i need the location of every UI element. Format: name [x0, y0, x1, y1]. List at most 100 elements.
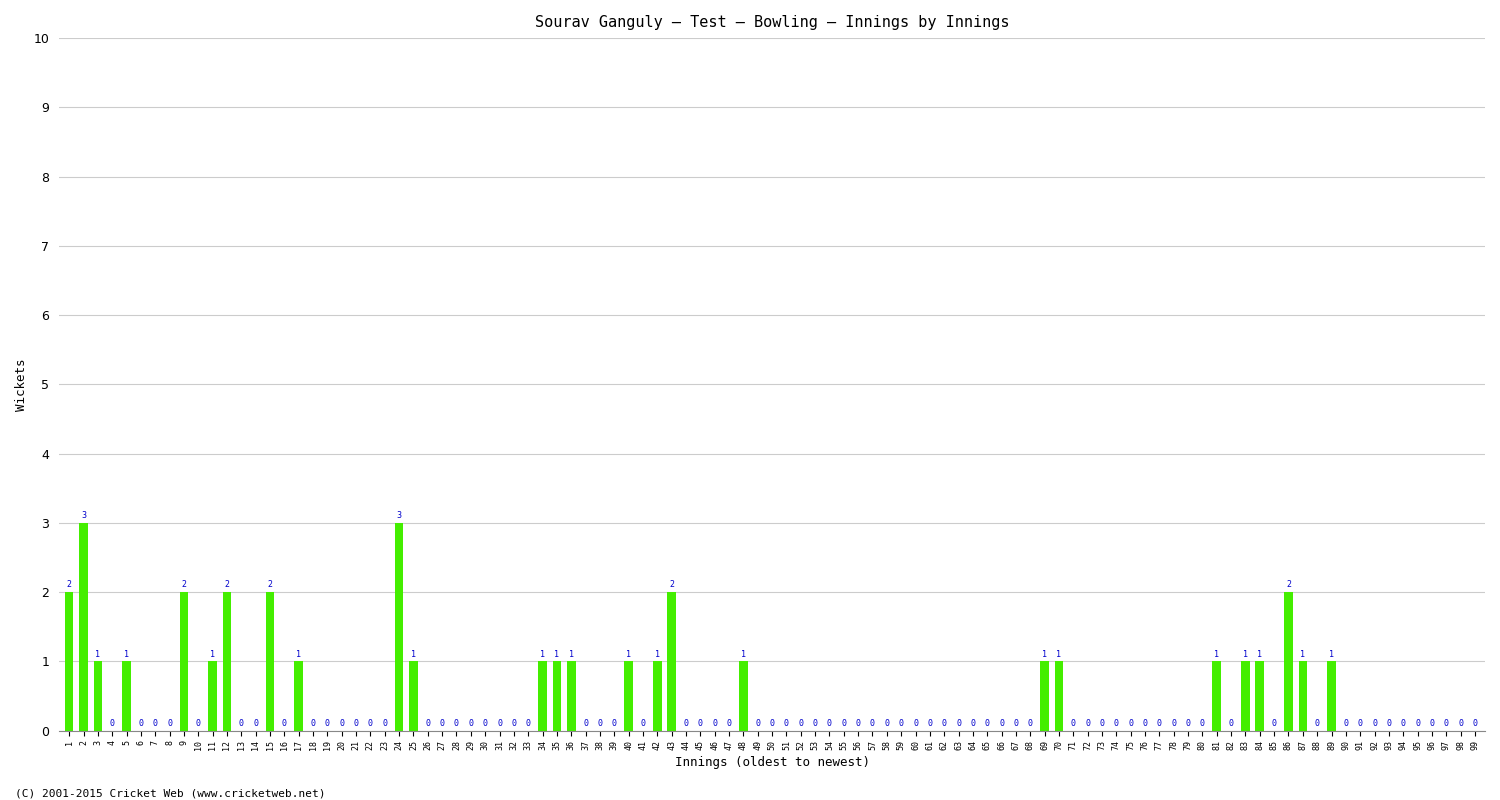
Text: 0: 0: [927, 719, 933, 728]
Bar: [209, 662, 218, 730]
Text: 0: 0: [238, 719, 244, 728]
Text: 0: 0: [1272, 719, 1276, 728]
Text: 0: 0: [698, 719, 703, 728]
Text: 1: 1: [626, 650, 632, 658]
Text: 0: 0: [110, 719, 114, 728]
Text: 0: 0: [1344, 719, 1348, 728]
Text: 3: 3: [81, 511, 86, 520]
Bar: [1041, 662, 1048, 730]
Bar: [538, 662, 548, 730]
Text: 0: 0: [970, 719, 975, 728]
Text: 0: 0: [754, 719, 760, 728]
Text: 0: 0: [956, 719, 962, 728]
Text: 0: 0: [1314, 719, 1320, 728]
Text: 0: 0: [855, 719, 861, 728]
Text: 0: 0: [1156, 719, 1162, 728]
X-axis label: Innings (oldest to newest): Innings (oldest to newest): [675, 756, 870, 769]
Text: 1: 1: [540, 650, 544, 658]
Bar: [624, 662, 633, 730]
Text: 0: 0: [726, 719, 732, 728]
Text: 0: 0: [496, 719, 502, 728]
Text: 2: 2: [182, 581, 186, 590]
Bar: [567, 662, 576, 730]
Text: 0: 0: [885, 719, 890, 728]
Bar: [222, 592, 231, 730]
Text: 2: 2: [1286, 581, 1292, 590]
Bar: [552, 662, 561, 730]
Text: 0: 0: [1414, 719, 1420, 728]
Text: 0: 0: [870, 719, 874, 728]
Text: 0: 0: [1071, 719, 1076, 728]
Text: 0: 0: [196, 719, 201, 728]
Text: 0: 0: [784, 719, 789, 728]
Text: 0: 0: [612, 719, 616, 728]
Text: 0: 0: [1100, 719, 1104, 728]
Text: 1: 1: [96, 650, 100, 658]
Bar: [1212, 662, 1221, 730]
Bar: [1284, 592, 1293, 730]
Text: 0: 0: [584, 719, 588, 728]
Bar: [410, 662, 419, 730]
Text: 1: 1: [296, 650, 302, 658]
Text: (C) 2001-2015 Cricket Web (www.cricketweb.net): (C) 2001-2015 Cricket Web (www.cricketwe…: [15, 788, 326, 798]
Text: 1: 1: [555, 650, 560, 658]
Text: 0: 0: [512, 719, 516, 728]
Text: 2: 2: [66, 581, 72, 590]
Text: 1: 1: [1257, 650, 1263, 658]
Text: 0: 0: [339, 719, 344, 728]
Bar: [394, 523, 404, 730]
Text: 1: 1: [1244, 650, 1248, 658]
Text: 0: 0: [684, 719, 688, 728]
Text: 0: 0: [898, 719, 903, 728]
Text: 0: 0: [1228, 719, 1233, 728]
Text: 0: 0: [1028, 719, 1033, 728]
Text: 0: 0: [1358, 719, 1362, 728]
Bar: [1054, 662, 1064, 730]
Text: 0: 0: [525, 719, 531, 728]
Title: Sourav Ganguly – Test – Bowling – Innings by Innings: Sourav Ganguly – Test – Bowling – Inning…: [536, 15, 1010, 30]
Text: 0: 0: [1114, 719, 1119, 728]
Text: 1: 1: [1329, 650, 1334, 658]
Text: 0: 0: [640, 719, 645, 728]
Text: 0: 0: [798, 719, 804, 728]
Bar: [1328, 662, 1336, 730]
Text: 0: 0: [440, 719, 444, 728]
Bar: [1299, 662, 1306, 730]
Text: 3: 3: [396, 511, 402, 520]
Bar: [294, 662, 303, 730]
Text: 0: 0: [1444, 719, 1449, 728]
Text: 0: 0: [1386, 719, 1392, 728]
Text: 0: 0: [813, 719, 818, 728]
Text: 0: 0: [354, 719, 358, 728]
Text: 0: 0: [770, 719, 774, 728]
Text: 1: 1: [741, 650, 746, 658]
Text: 1: 1: [210, 650, 214, 658]
Text: 0: 0: [1128, 719, 1132, 728]
Bar: [652, 662, 662, 730]
Text: 0: 0: [468, 719, 474, 728]
Text: 0: 0: [1473, 719, 1478, 728]
Bar: [266, 592, 274, 730]
Text: 0: 0: [1200, 719, 1204, 728]
Text: 0: 0: [483, 719, 488, 728]
Bar: [180, 592, 189, 730]
Text: 0: 0: [1014, 719, 1019, 728]
Text: 2: 2: [225, 581, 230, 590]
Bar: [80, 523, 88, 730]
Bar: [64, 592, 74, 730]
Text: 0: 0: [597, 719, 603, 728]
Text: 0: 0: [138, 719, 144, 728]
Text: 0: 0: [166, 719, 172, 728]
Text: 0: 0: [827, 719, 833, 728]
Text: 0: 0: [310, 719, 315, 728]
Bar: [740, 662, 747, 730]
Bar: [668, 592, 676, 730]
Text: 0: 0: [254, 719, 258, 728]
Bar: [1256, 662, 1264, 730]
Text: 1: 1: [1300, 650, 1305, 658]
Text: 0: 0: [1401, 719, 1406, 728]
Text: 0: 0: [842, 719, 846, 728]
Text: 2: 2: [267, 581, 273, 590]
Text: 0: 0: [984, 719, 990, 728]
Text: 1: 1: [1042, 650, 1047, 658]
